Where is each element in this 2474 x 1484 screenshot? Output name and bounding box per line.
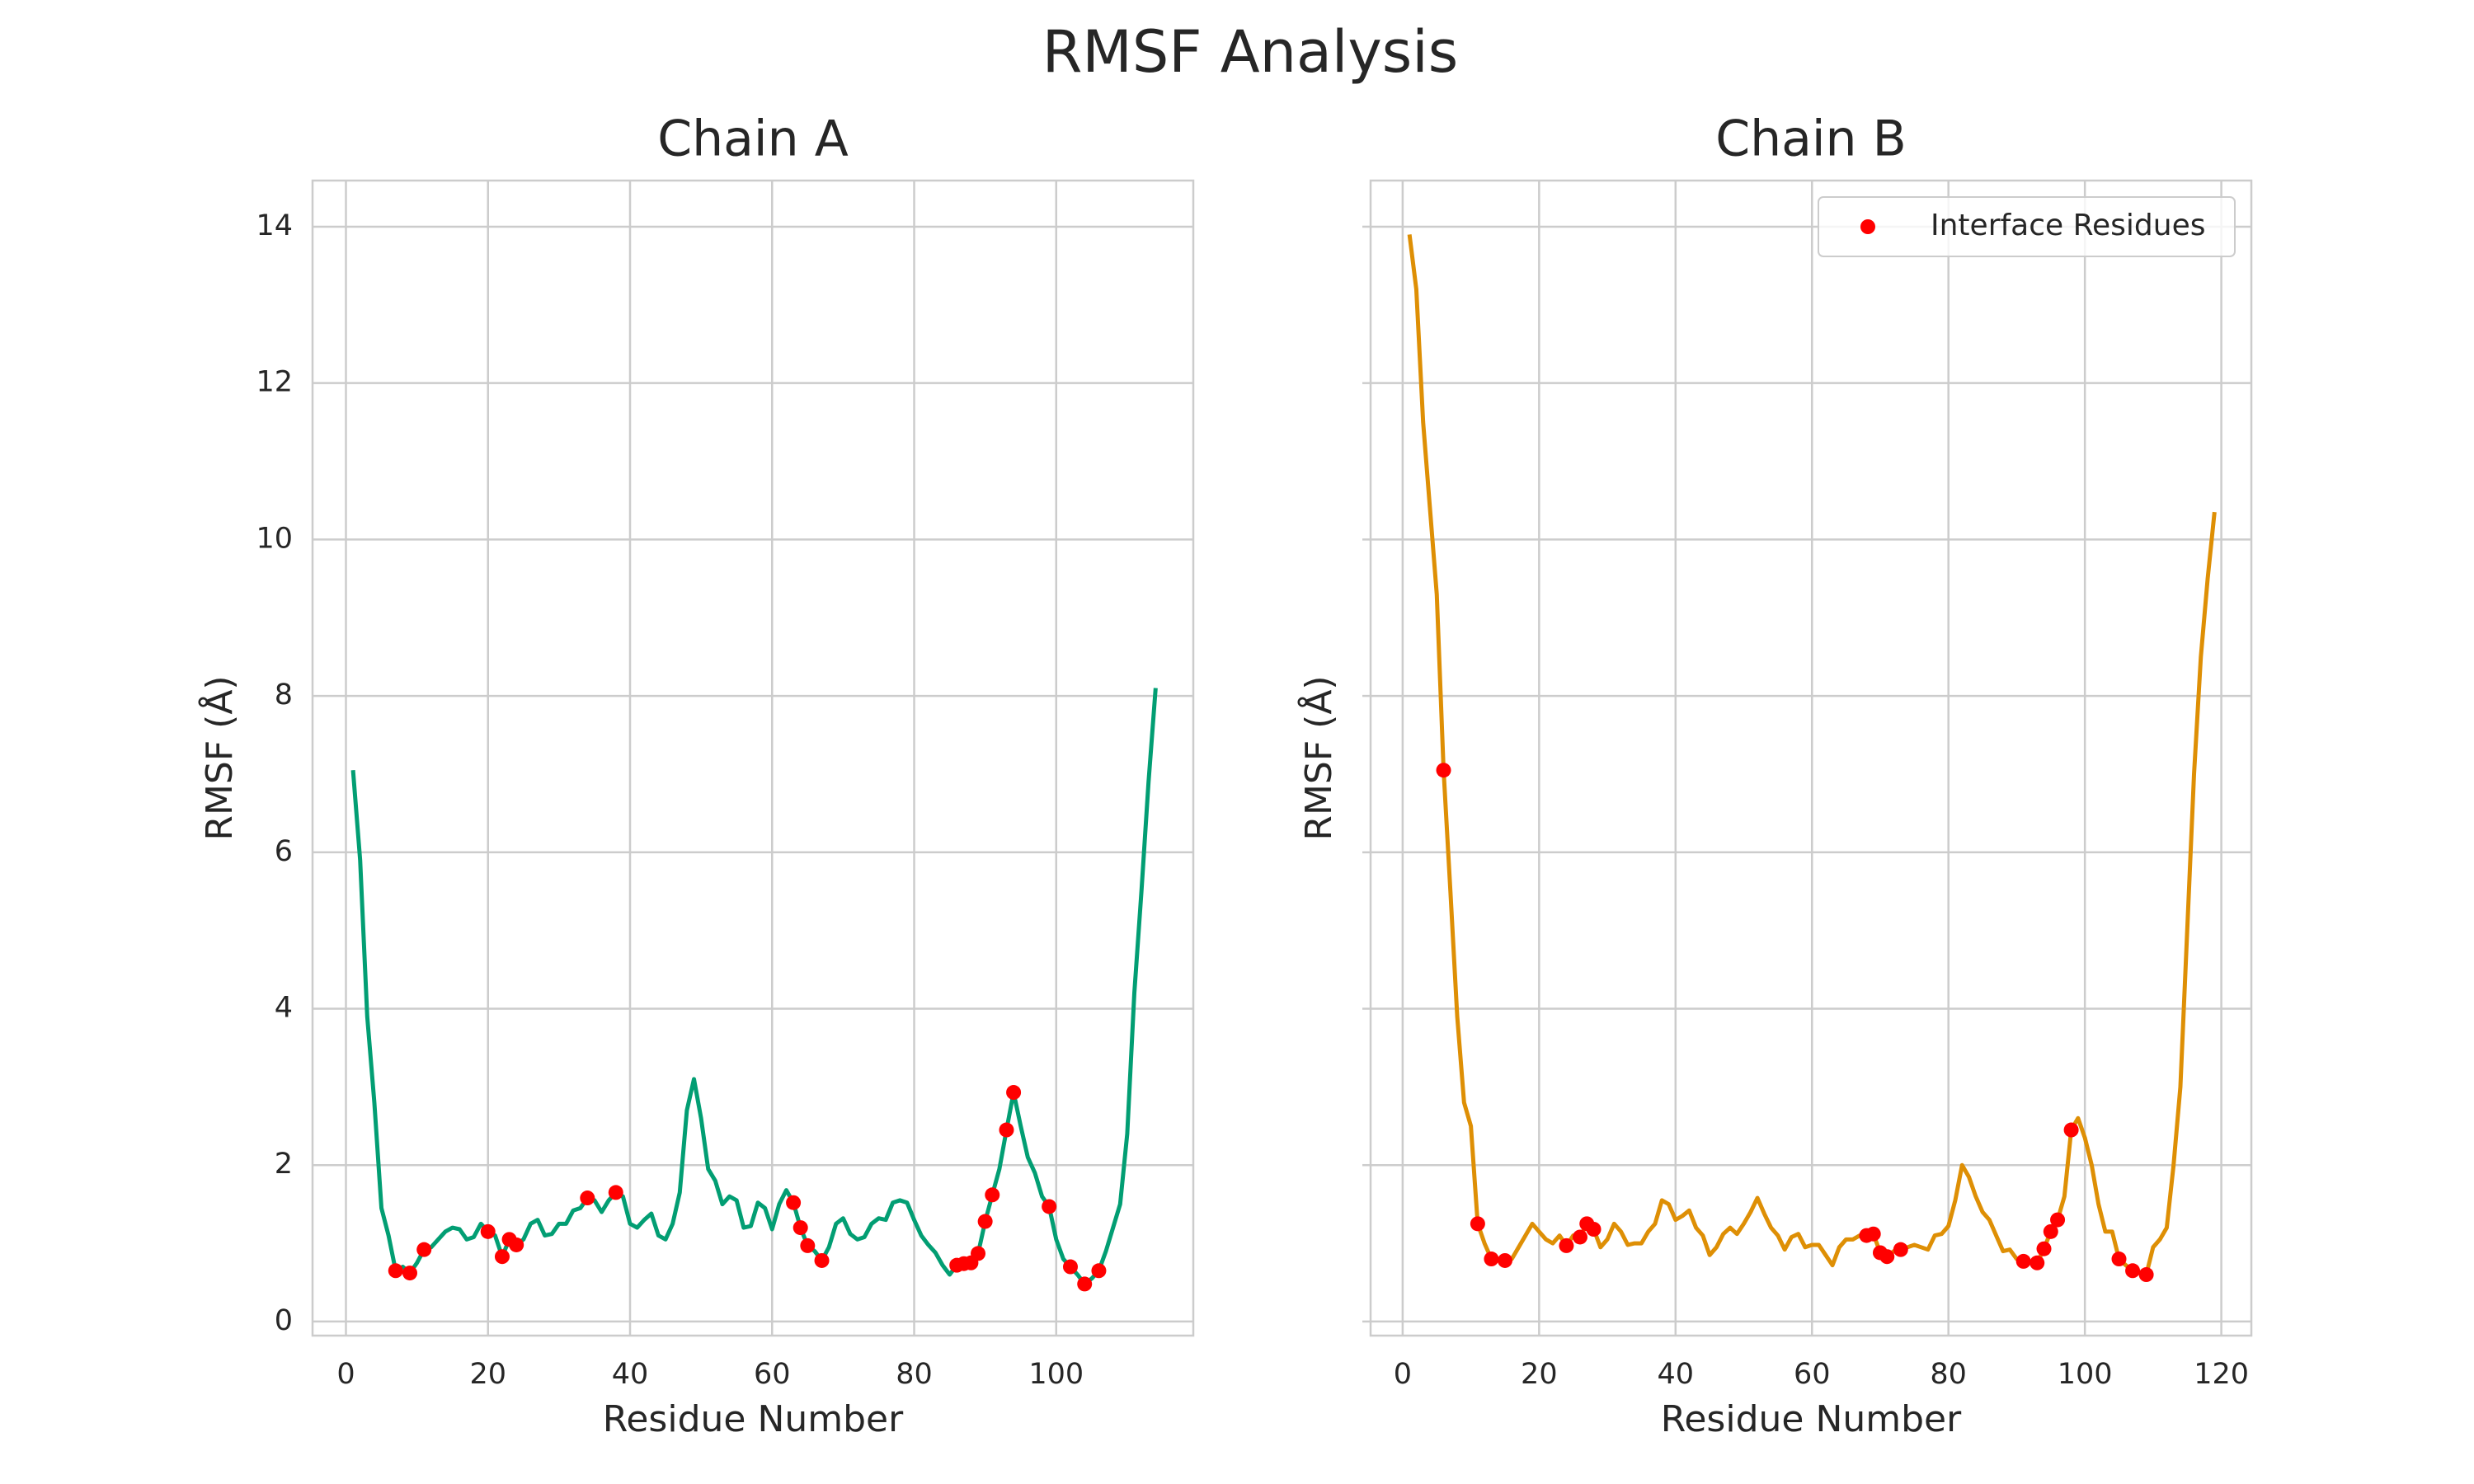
interface-point bbox=[2030, 1255, 2045, 1270]
x-tick-label: 40 bbox=[1658, 1358, 1695, 1391]
subplot: Chain A 0 2 4 6 8 10 12 14 0 20 40 60 80 100 Residue Nu… bbox=[197, 110, 1195, 1440]
interface-point bbox=[1893, 1242, 1908, 1257]
axes-frame bbox=[1369, 179, 2253, 1337]
legend: Interface Residues bbox=[1818, 196, 2236, 257]
y-tick-label: 10 bbox=[256, 522, 293, 555]
interface-point bbox=[494, 1249, 510, 1265]
y-tick-label: 14 bbox=[256, 209, 293, 242]
y-tick-label: 12 bbox=[256, 366, 293, 399]
interface-point bbox=[977, 1214, 993, 1229]
x-tick-label: 80 bbox=[1930, 1358, 1967, 1391]
interface-point bbox=[1006, 1085, 1022, 1101]
interface-point bbox=[2015, 1253, 2031, 1269]
x-tick-label: 0 bbox=[336, 1358, 355, 1391]
x-tick-label: 120 bbox=[2194, 1358, 2249, 1391]
interface-point bbox=[388, 1263, 403, 1279]
x-axis-label: Residue Number bbox=[1661, 1398, 1962, 1440]
interface-point bbox=[2111, 1252, 2127, 1267]
interface-point bbox=[800, 1237, 816, 1253]
interface-point bbox=[985, 1187, 1000, 1203]
interface-point bbox=[1559, 1237, 1574, 1253]
interface-point bbox=[2036, 1241, 2052, 1256]
y-tick-label: 4 bbox=[275, 992, 293, 1025]
subplot-title: Chain B bbox=[1715, 110, 1907, 168]
interface-point bbox=[2043, 1223, 2058, 1239]
interface-point bbox=[2138, 1267, 2154, 1283]
y-axis-label: RMSF (Å) bbox=[1296, 675, 1340, 840]
y-tick-label: 6 bbox=[275, 835, 293, 868]
x-tick-label: 100 bbox=[1028, 1358, 1084, 1391]
rmsf-line bbox=[1407, 234, 2217, 1277]
interface-point bbox=[580, 1190, 595, 1206]
interface-point bbox=[1484, 1252, 1499, 1267]
interface-point bbox=[1497, 1252, 1512, 1268]
x-tick-label: 20 bbox=[469, 1358, 506, 1391]
subplot-title: Chain A bbox=[657, 110, 849, 168]
x-tick-label: 60 bbox=[754, 1358, 791, 1391]
interface-point bbox=[786, 1195, 802, 1210]
y-axis-label: RMSF (Å) bbox=[197, 675, 241, 840]
interface-point bbox=[416, 1242, 432, 1257]
x-tick-label: 60 bbox=[1794, 1358, 1831, 1391]
y-tick-label: 0 bbox=[275, 1304, 293, 1337]
interface-point bbox=[1436, 763, 1451, 778]
interface-point bbox=[1091, 1263, 1107, 1279]
interface-point bbox=[2063, 1122, 2079, 1138]
interface-point bbox=[480, 1223, 496, 1239]
figure-title: RMSF Analysis bbox=[1042, 18, 1458, 86]
interface-point bbox=[793, 1220, 808, 1236]
x-tick-label: 40 bbox=[612, 1358, 649, 1391]
interface-point bbox=[971, 1246, 986, 1261]
legend-box bbox=[1818, 196, 2236, 257]
axes-frame bbox=[311, 179, 1195, 1337]
interface-point bbox=[1470, 1216, 1485, 1232]
x-tick-label: 0 bbox=[1394, 1358, 1412, 1391]
interface-point bbox=[402, 1266, 417, 1281]
x-tick-label: 100 bbox=[2058, 1358, 2113, 1391]
interface-point bbox=[1879, 1249, 1895, 1265]
interface-point bbox=[509, 1237, 524, 1252]
legend-marker bbox=[1860, 219, 1875, 234]
interface-point bbox=[1042, 1199, 1057, 1214]
y-tick-label: 8 bbox=[275, 679, 293, 711]
interface-point bbox=[2125, 1263, 2141, 1279]
x-tick-label: 20 bbox=[1521, 1358, 1558, 1391]
x-tick-label: 80 bbox=[896, 1358, 933, 1391]
interface-point bbox=[1062, 1259, 1078, 1275]
x-axis-label: Residue Number bbox=[603, 1398, 904, 1440]
interface-point bbox=[2050, 1212, 2066, 1228]
interface-point bbox=[999, 1122, 1014, 1138]
interface-point bbox=[1865, 1226, 1881, 1242]
interface-point bbox=[1572, 1229, 1587, 1245]
interface-point bbox=[1077, 1276, 1093, 1292]
subplot: Chain B 0 20 40 60 80 100 120 Residue Number RMSF… bbox=[1296, 110, 2253, 1440]
interface-point bbox=[1586, 1221, 1602, 1237]
y-tick-label: 2 bbox=[275, 1148, 293, 1181]
interface-point bbox=[814, 1252, 830, 1268]
interface-point bbox=[608, 1185, 623, 1200]
legend-label: Interface Residues bbox=[1931, 209, 2206, 242]
